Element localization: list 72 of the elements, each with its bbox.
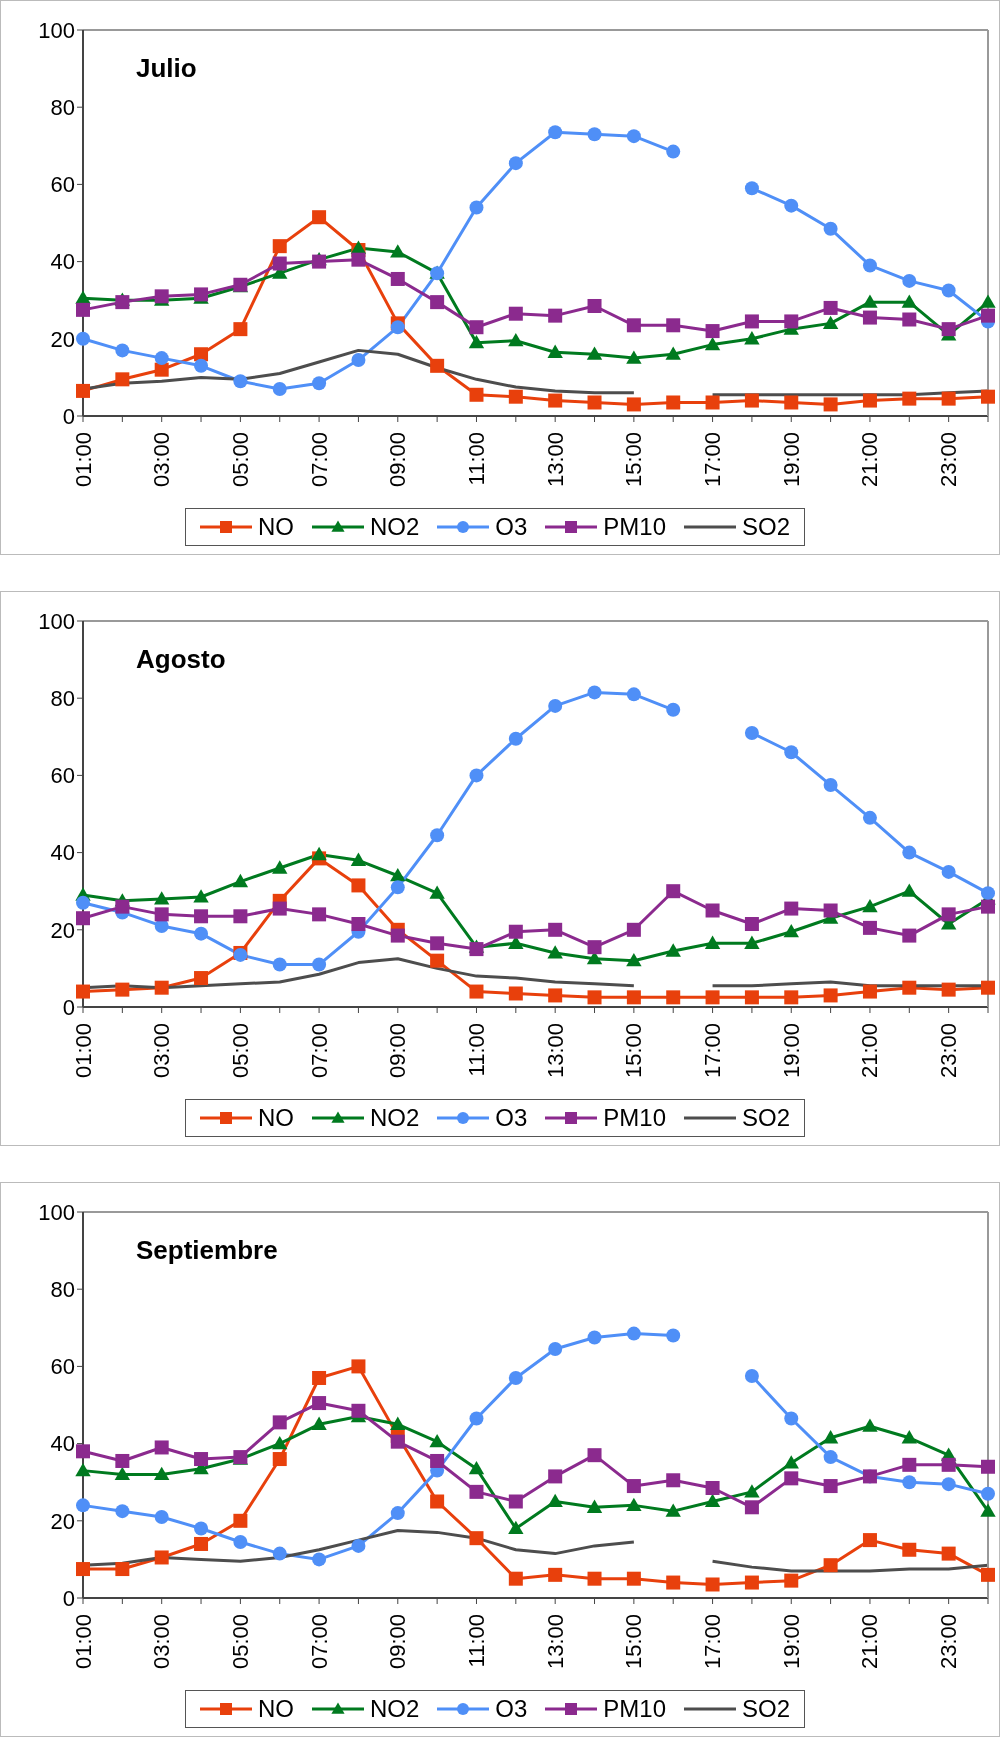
x-tick-label: 13:00 — [542, 1023, 568, 1079]
x-tick-label: 11:00 — [463, 1614, 489, 1668]
y-tick-label: 40 — [50, 840, 75, 866]
legend-label: O3 — [495, 513, 528, 541]
x-tick-label: 15:00 — [621, 1023, 647, 1079]
legend-label: SO2 — [742, 1104, 791, 1132]
x-tick-label: 05:00 — [227, 432, 253, 488]
legend-label: NO2 — [369, 1695, 420, 1723]
y-tick-label: 80 — [50, 686, 75, 712]
x-tick-label: 13:00 — [542, 1614, 568, 1670]
x-tick-label: 11:00 — [463, 432, 489, 486]
x-tick-label: 23:00 — [936, 1614, 962, 1670]
x-tick-label: 21:00 — [857, 1023, 883, 1079]
x-tick-label: 15:00 — [621, 432, 647, 488]
x-tick-label: 11:00 — [463, 1023, 489, 1077]
x-tick-label: 05:00 — [227, 1614, 253, 1670]
legend-label: NO2 — [369, 513, 420, 541]
x-tick-label: 17:00 — [700, 1614, 726, 1670]
x-tick-label: 07:00 — [306, 1023, 332, 1079]
y-tick-label: 20 — [50, 1508, 75, 1534]
legend-label: NO2 — [369, 1104, 420, 1132]
y-tick-label: 20 — [50, 917, 75, 943]
legend-label: SO2 — [742, 1695, 791, 1723]
x-tick-label: 19:00 — [778, 432, 804, 488]
x-tick-label: 07:00 — [306, 432, 332, 488]
legend-label: NO — [257, 513, 294, 541]
y-tick-label: 100 — [38, 1199, 75, 1225]
y-tick-label: 60 — [50, 1354, 75, 1380]
x-tick-label: 03:00 — [149, 1614, 175, 1670]
x-tick-label: 23:00 — [936, 432, 962, 488]
x-tick-label: 01:00 — [70, 1614, 96, 1670]
x-tick-label: 01:00 — [70, 432, 96, 488]
x-tick-label: 07:00 — [306, 1614, 332, 1670]
legend-label: PM10 — [603, 513, 667, 541]
y-tick-label: 100 — [38, 17, 75, 43]
y-tick-label: 80 — [50, 1277, 75, 1303]
y-tick-label: 0 — [62, 1585, 75, 1611]
text: Septiembre — [136, 1235, 278, 1266]
x-tick-label: 01:00 — [70, 1023, 96, 1079]
x-tick-label: 05:00 — [227, 1023, 253, 1079]
x-tick-label: 03:00 — [149, 1023, 175, 1079]
x-tick-label: 09:00 — [385, 1023, 411, 1079]
legend-label: PM10 — [603, 1695, 667, 1723]
y-tick-label: 0 — [62, 403, 75, 429]
text: Julio — [136, 53, 197, 84]
y-tick-label: 0 — [62, 994, 75, 1020]
x-tick-label: 17:00 — [700, 432, 726, 488]
x-tick-label: 03:00 — [149, 432, 175, 488]
x-tick-label: 15:00 — [621, 1614, 647, 1670]
x-tick-label: 21:00 — [857, 1614, 883, 1670]
text: Agosto — [136, 644, 226, 675]
y-tick-label: 20 — [50, 326, 75, 352]
y-tick-label: 60 — [50, 172, 75, 198]
x-tick-label: 09:00 — [385, 432, 411, 488]
x-tick-label: 23:00 — [936, 1023, 962, 1079]
y-tick-label: 40 — [50, 249, 75, 275]
y-tick-label: 80 — [50, 95, 75, 121]
y-tick-label: 40 — [50, 1431, 75, 1457]
x-tick-label: 21:00 — [857, 432, 883, 488]
legend-label: SO2 — [742, 513, 791, 541]
x-tick-label: 09:00 — [385, 1614, 411, 1670]
y-tick-label: 60 — [50, 763, 75, 789]
x-tick-label: 19:00 — [778, 1614, 804, 1670]
x-tick-label: 13:00 — [542, 432, 568, 488]
legend-label: PM10 — [603, 1104, 667, 1132]
x-tick-label: 17:00 — [700, 1023, 726, 1079]
legend-label: NO — [257, 1695, 294, 1723]
y-tick-label: 100 — [38, 608, 75, 634]
legend-label: O3 — [495, 1695, 528, 1723]
legend-label: NO — [257, 1104, 294, 1132]
legend-label: O3 — [495, 1104, 528, 1132]
x-tick-label: 19:00 — [778, 1023, 804, 1079]
